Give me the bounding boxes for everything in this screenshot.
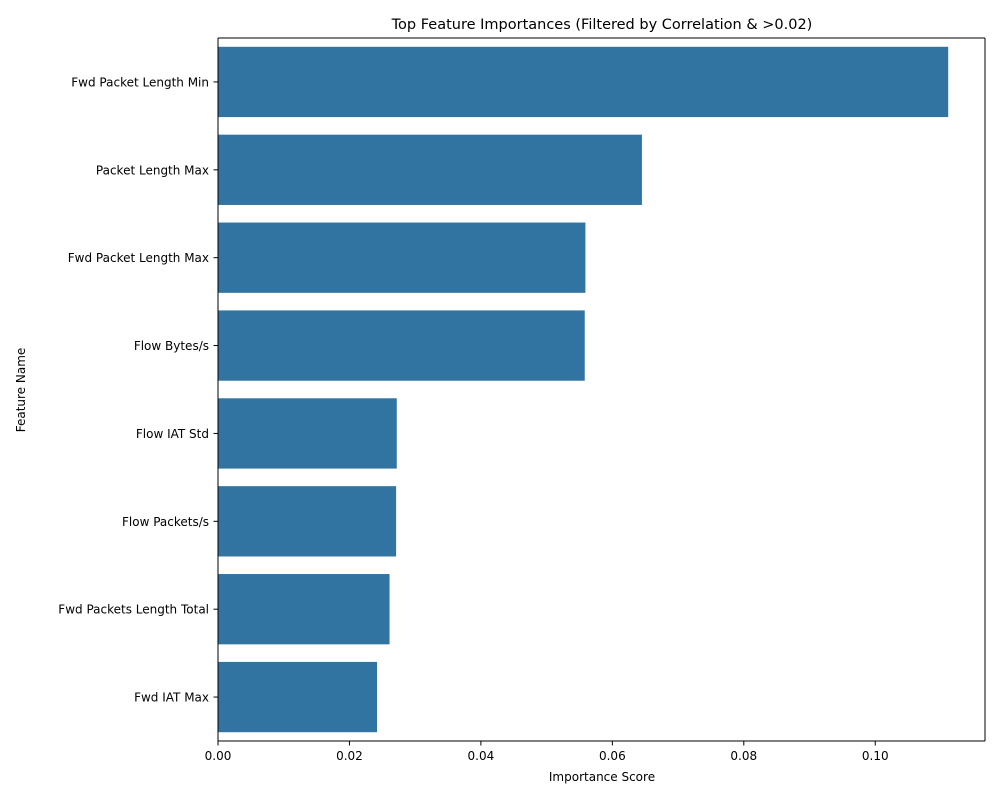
x-tick-label: 0.00 bbox=[205, 749, 232, 763]
bar bbox=[218, 574, 390, 645]
x-axis-title: Importance Score bbox=[549, 770, 655, 784]
y-tick-label: Fwd IAT Max bbox=[134, 691, 209, 705]
bar bbox=[218, 486, 397, 557]
x-tick-label: 0.06 bbox=[599, 749, 626, 763]
bar bbox=[218, 134, 642, 205]
y-axis-title: Feature Name bbox=[14, 348, 28, 433]
y-tick-label: Flow Packets/s bbox=[122, 515, 209, 529]
y-tick-label: Flow Bytes/s bbox=[134, 339, 209, 353]
x-axis-ticks: 0.00 0.02 0.04 0.06 0.08 0.10 bbox=[205, 741, 889, 763]
bar bbox=[218, 398, 397, 469]
y-tick-label: Packet Length Max bbox=[96, 163, 209, 177]
x-tick-label: 0.08 bbox=[730, 749, 757, 763]
y-tick-label: Fwd Packet Length Max bbox=[68, 251, 209, 265]
bars-group bbox=[218, 46, 949, 733]
bar bbox=[218, 661, 378, 733]
y-axis-ticks: Fwd Packet Length Min Packet Length Max Fw… bbox=[58, 75, 218, 705]
x-tick-label: 0.04 bbox=[468, 749, 495, 763]
x-tick-label: 0.10 bbox=[862, 749, 889, 763]
y-tick-label: Flow IAT Std bbox=[136, 427, 209, 441]
bar bbox=[218, 222, 586, 293]
bar bbox=[218, 46, 949, 118]
chart-title: Top Feature Importances (Filtered by Cor… bbox=[391, 17, 813, 33]
x-tick-label: 0.02 bbox=[336, 749, 363, 763]
bar bbox=[218, 310, 585, 381]
y-tick-label: Fwd Packet Length Min bbox=[71, 75, 209, 89]
y-tick-label: Fwd Packets Length Total bbox=[58, 603, 209, 617]
